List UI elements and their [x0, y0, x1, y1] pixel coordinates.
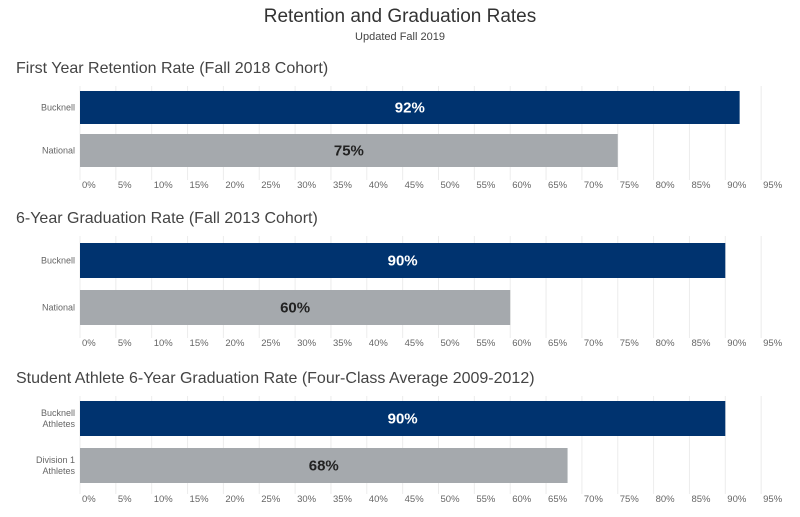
retention-bar-chart: 92% Bucknell 75% National 0% 5% 10% 15% 20% 25% 30… — [41, 86, 783, 191]
tick-label: 25% — [261, 180, 281, 191]
page-title: Retention and Graduation Rates — [263, 6, 537, 27]
category-label: National — [42, 146, 75, 156]
tick-label: 30% — [297, 494, 317, 505]
tick-label: 70% — [584, 494, 604, 505]
tick-label: 5% — [118, 180, 132, 191]
tick-label: 95% — [763, 338, 783, 349]
graduation-bar-chart: 90% Bucknell 60% National 0% 5% 10% 15% 20% 25% 30… — [41, 236, 783, 349]
tick-label: 40% — [369, 338, 389, 349]
tick-label: 45% — [405, 180, 425, 191]
tick-label: 80% — [656, 494, 676, 505]
tick-label: 35% — [333, 338, 353, 349]
tick-label: 35% — [333, 180, 353, 191]
tick-label: 15% — [190, 338, 210, 349]
bar-value-label: 92% — [395, 100, 425, 117]
tick-label: 55% — [476, 180, 496, 191]
bar-value-label: 60% — [280, 300, 310, 317]
comparison-bar — [80, 290, 511, 325]
tick-label: 30% — [297, 338, 317, 349]
tick-label: 40% — [369, 180, 389, 191]
tick-label: 55% — [476, 494, 496, 505]
tick-label: 85% — [691, 338, 711, 349]
tick-label: 80% — [656, 338, 676, 349]
tick-label: 80% — [656, 180, 676, 191]
primary-bar — [80, 91, 740, 124]
tick-label: 20% — [225, 180, 245, 191]
primary-bar — [80, 401, 726, 436]
comparison-bar — [80, 134, 618, 167]
comparison-bar — [80, 448, 568, 483]
tick-label: 15% — [190, 180, 210, 191]
retention-panel-title: First Year Retention Rate (Fall 2018 Coh… — [16, 60, 329, 77]
category-label: Division 1 Athletes — [36, 455, 76, 476]
tick-label: 75% — [620, 338, 640, 349]
tick-label: 70% — [584, 338, 604, 349]
tick-label: 25% — [261, 494, 281, 505]
category-label: National — [42, 303, 75, 313]
category-label: Bucknell — [41, 103, 75, 113]
tick-label: 50% — [441, 180, 461, 191]
tick-label: 45% — [405, 494, 425, 505]
tick-label: 0% — [82, 338, 96, 349]
tick-label: 5% — [118, 338, 132, 349]
tick-label: 40% — [369, 494, 389, 505]
tick-label: 75% — [620, 180, 640, 191]
tick-label: 75% — [620, 494, 640, 505]
bar-value-label: 68% — [309, 458, 339, 475]
tick-label: 60% — [512, 180, 532, 191]
tick-label: 35% — [333, 494, 353, 505]
bar-value-label: 75% — [334, 143, 364, 160]
tick-label: 50% — [441, 494, 461, 505]
bar-value-label: 90% — [388, 253, 418, 270]
graduation-panel-title: 6-Year Graduation Rate (Fall 2013 Cohort… — [16, 210, 318, 227]
tick-label: 15% — [190, 494, 210, 505]
tick-label: 5% — [118, 494, 132, 505]
tick-label: 0% — [82, 494, 96, 505]
tick-label: 25% — [261, 338, 281, 349]
tick-label: 95% — [763, 180, 783, 191]
tick-label: 55% — [476, 338, 496, 349]
tick-label: 65% — [548, 338, 568, 349]
tick-label: 30% — [297, 180, 317, 191]
tick-label: 70% — [584, 180, 604, 191]
page-subtitle: Updated Fall 2019 — [355, 31, 445, 43]
tick-label: 20% — [225, 338, 245, 349]
tick-label: 20% — [225, 494, 245, 505]
primary-bar — [80, 243, 726, 278]
bar-value-label: 90% — [388, 411, 418, 428]
tick-label: 85% — [691, 180, 711, 191]
tick-label: 60% — [512, 338, 532, 349]
tick-label: 10% — [154, 180, 174, 191]
tick-label: 65% — [548, 494, 568, 505]
tick-label: 10% — [154, 494, 174, 505]
category-label: Bucknell Athletes — [41, 408, 76, 429]
category-label: Bucknell — [41, 256, 75, 266]
tick-label: 10% — [154, 338, 174, 349]
tick-label: 45% — [405, 338, 425, 349]
tick-label: 0% — [82, 180, 96, 191]
tick-label: 50% — [441, 338, 461, 349]
athlete-panel-title: Student Athlete 6-Year Graduation Rate (… — [16, 370, 535, 387]
tick-label: 90% — [727, 338, 747, 349]
athlete-bar-chart: 90% Bucknell Athletes 68% Division 1 Athletes… — [36, 396, 783, 505]
tick-label: 95% — [763, 494, 783, 505]
tick-label: 85% — [691, 494, 711, 505]
tick-label: 90% — [727, 494, 747, 505]
tick-label: 90% — [727, 180, 747, 191]
tick-label: 65% — [548, 180, 568, 191]
tick-label: 60% — [512, 494, 532, 505]
